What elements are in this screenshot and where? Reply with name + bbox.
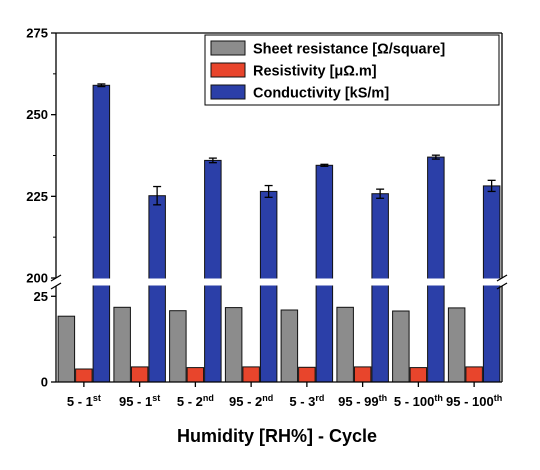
x-tick-label: 5 - 2nd [177, 393, 214, 409]
bar [259, 190, 278, 383]
bar [130, 366, 149, 383]
bar [315, 164, 334, 383]
y-tick-label: 225 [26, 189, 48, 204]
legend-swatch [210, 62, 246, 78]
bar [336, 306, 354, 383]
bar [298, 366, 316, 383]
x-tick-label: 5 - 3rd [289, 393, 324, 409]
bar [75, 368, 93, 383]
bar [353, 366, 372, 383]
legend-box [204, 34, 500, 106]
legend-swatch [210, 40, 246, 56]
bar [280, 309, 299, 383]
bar [224, 307, 243, 383]
legend-swatch [210, 84, 246, 100]
y-tick-label: 200 [26, 271, 48, 286]
y-tick-label: 250 [26, 107, 48, 122]
bar-layer [57, 83, 501, 383]
bar [186, 367, 205, 383]
bar [242, 366, 260, 383]
bar [57, 315, 76, 383]
axes-layer: 200 225 250 275 0 25 5 - 1st 95 - 1st 5 - 2nd 95 … [26, 26, 508, 409]
bar [409, 367, 428, 383]
x-tick-label: 95 - 2nd [229, 393, 273, 409]
axis-break-mark [50, 282, 62, 290]
legend-label: Conductivity [kS/m] [253, 86, 389, 102]
bar [148, 195, 166, 383]
x-tick-label: 5 - 100th [394, 393, 443, 409]
bar [447, 307, 466, 383]
legend: Sheet resistance [Ω/square] Resistivity [… [204, 34, 500, 106]
legend-label: Resistivity [μΩ.m] [253, 64, 377, 80]
x-tick-label: 95 - 100th [446, 393, 502, 409]
bar [113, 306, 131, 383]
bar [427, 156, 445, 383]
x-tick-label: 95 - 1st [119, 393, 160, 409]
bar [465, 366, 483, 383]
bar [392, 310, 410, 383]
x-tick-label: 5 - 1st [67, 393, 101, 409]
axis-break-mark [496, 274, 508, 282]
axis-break-mark [496, 282, 508, 290]
bar [204, 159, 222, 383]
bar [169, 310, 187, 383]
axis-break-gap [53, 278, 505, 286]
bar [92, 84, 111, 383]
bar [371, 193, 389, 383]
y-tick-label: 275 [26, 26, 48, 41]
y-tick-label: 25 [34, 289, 48, 304]
y-tick-label: 0 [41, 375, 48, 390]
x-axis-title: Humidity [RH%] - Cycle [177, 426, 377, 446]
x-tick-label: 95 - 99th [338, 393, 387, 409]
legend-label: Sheet resistance [Ω/square] [253, 42, 445, 58]
